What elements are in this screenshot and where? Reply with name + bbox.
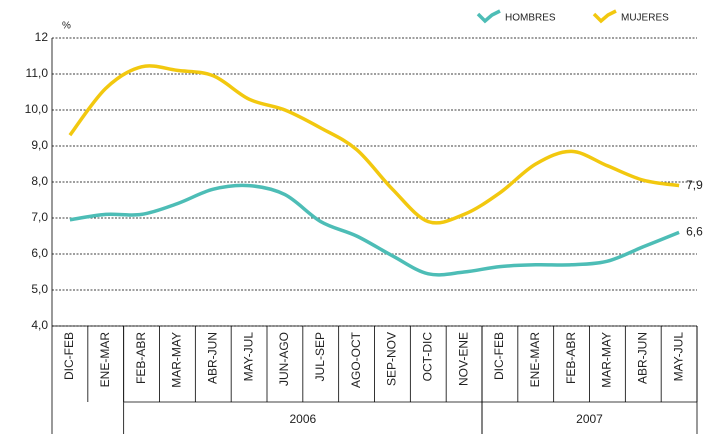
x-tick-label: ENE-MAR — [98, 332, 112, 388]
x-tick-label: DIC-FEB — [492, 332, 506, 380]
x-tick-label: MAR-MAY — [170, 332, 184, 388]
y-tick-label: 7,0 — [31, 210, 48, 224]
y-tick-label: 6,0 — [31, 246, 48, 260]
legend-label: MUJERES — [621, 13, 669, 24]
year-label: 2007 — [576, 412, 603, 426]
x-tick-label: OCT-DIC — [420, 332, 434, 382]
legend-swatch — [592, 9, 617, 24]
series-line — [69, 183, 680, 277]
x-tick-label: ENE-MAR — [528, 332, 542, 388]
x-tick-label: ABR-JUN — [205, 332, 219, 384]
x-tick-label: NOV-ENE — [456, 332, 470, 386]
x-tick-label: FEB-ABR — [564, 332, 578, 384]
y-tick-label: 10,0 — [25, 102, 49, 116]
x-tick-label: MAY-JUL — [241, 332, 255, 382]
value-label: 7,9 — [686, 178, 703, 192]
x-tick-label: DIC-FEB — [62, 332, 76, 380]
x-tick-label: SEP-NOV — [385, 332, 399, 386]
x-tick-label: AGO-OCT — [349, 331, 363, 388]
legend-label: HOMBRES — [505, 13, 556, 24]
value-label: 6,6 — [686, 225, 703, 239]
y-tick-label: 12 — [35, 30, 49, 44]
y-tick-label: 4,0 — [31, 318, 48, 332]
y-tick-label: 11,0 — [26, 66, 49, 80]
x-tick-label: JUL-SEP — [313, 332, 327, 381]
year-label: 2006 — [289, 412, 316, 426]
x-tick-label: MAY-JUL — [671, 332, 685, 382]
x-tick-label: ABR-JUN — [635, 332, 649, 384]
y-tick-label: 9,0 — [31, 138, 48, 152]
x-tick-label: JUN-AGO — [277, 332, 291, 386]
x-tick-label: MAR-MAY — [600, 332, 614, 388]
y-tick-label: 5,0 — [31, 282, 48, 296]
y-axis-label: % — [62, 21, 71, 32]
x-tick-label: FEB-ABR — [134, 332, 148, 384]
series-line — [68, 64, 680, 225]
y-tick-label: 8,0 — [31, 174, 48, 188]
legend-swatch — [476, 9, 501, 24]
